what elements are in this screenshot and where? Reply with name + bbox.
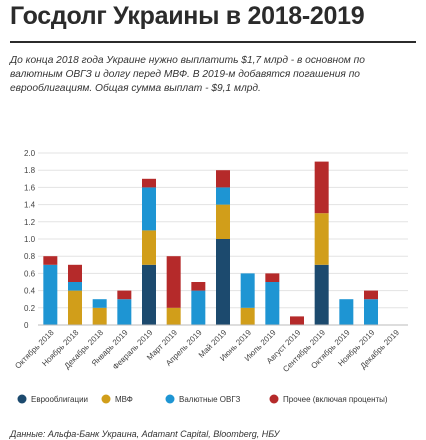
- legend-label: Еврооблигации: [31, 395, 88, 404]
- title-divider: [10, 41, 416, 43]
- legend-marker: [269, 394, 279, 404]
- bar-segment: [314, 161, 329, 214]
- y-tick-label: 0.8: [24, 252, 36, 261]
- y-tick-label: 1.2: [24, 218, 36, 227]
- bar-segment: [92, 307, 107, 325]
- bar-segment: [216, 187, 230, 205]
- y-tick-label: 1.8: [24, 166, 36, 175]
- y-tick-label: 2.0: [24, 149, 36, 158]
- legend-marker: [17, 394, 27, 404]
- bar-segment: [166, 307, 181, 325]
- bar-segment: [216, 170, 230, 188]
- bar-segment: [191, 282, 206, 291]
- bar-segment: [43, 256, 58, 265]
- bar-segment: [142, 178, 156, 188]
- bar-segment: [142, 187, 156, 231]
- page-title: Госдолг Украины в 2018-2019: [10, 2, 365, 30]
- legend-label: Прочее (включая проценты): [283, 395, 388, 404]
- bar-segment: [92, 299, 107, 308]
- y-tick-label: 1.6: [24, 183, 36, 192]
- bar-segment: [68, 264, 82, 282]
- bar-segment: [166, 256, 181, 308]
- chart-description: До конца 2018 года Украине нужно выплати…: [10, 55, 365, 94]
- y-tick-label: 0.6: [24, 269, 36, 278]
- bar-segment: [216, 204, 230, 239]
- bar-segment: [68, 282, 82, 291]
- bar-segment: [314, 264, 329, 325]
- source-note: Данные: Альфа-Банк Украина, Adamant Capi…: [10, 429, 280, 439]
- bar-segment: [142, 264, 156, 325]
- legend-label: Валютные ОВГЗ: [179, 395, 240, 404]
- bar-segment: [339, 299, 354, 325]
- bar-segment: [240, 273, 255, 308]
- bar-segment: [265, 282, 280, 325]
- bar-segment: [314, 213, 329, 265]
- bar-segment: [364, 290, 378, 300]
- y-tick-label: 0.2: [24, 304, 36, 313]
- legend-label: МВФ: [115, 395, 133, 404]
- bar-segment: [142, 230, 156, 265]
- legend-marker: [165, 394, 175, 404]
- y-tick-label: 0: [24, 321, 29, 330]
- bar-segment: [117, 290, 132, 300]
- bar-segment: [364, 299, 378, 325]
- bar-segment: [240, 307, 255, 325]
- bar-segment: [265, 273, 280, 282]
- bar-segment: [43, 264, 58, 325]
- bar-segment: [117, 299, 132, 325]
- bar-segment: [191, 290, 206, 325]
- legend-marker: [101, 394, 111, 404]
- y-tick-label: 1.4: [24, 201, 36, 210]
- bar-segment: [290, 316, 304, 325]
- bar-segment: [68, 290, 82, 325]
- y-tick-label: 0.4: [24, 287, 36, 296]
- bar-segment: [216, 239, 230, 325]
- y-tick-label: 1.0: [24, 235, 36, 244]
